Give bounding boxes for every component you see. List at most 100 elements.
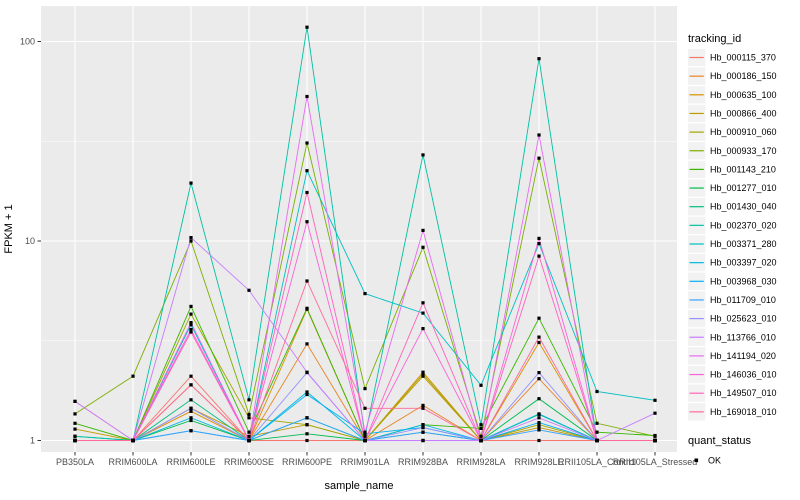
legend-title-tracking-id: tracking_id xyxy=(688,33,741,45)
data-point xyxy=(189,181,193,185)
legend-item-label: Hb_000186_150 xyxy=(710,71,777,81)
data-point xyxy=(363,434,367,438)
data-point xyxy=(305,141,309,145)
legend-item: Hb_011709_010 xyxy=(688,291,776,309)
data-point xyxy=(421,426,425,430)
data-point xyxy=(189,374,193,378)
legend-item-label: Hb_001277_010 xyxy=(710,183,777,193)
data-point xyxy=(73,399,77,403)
plot-panel xyxy=(41,6,677,452)
data-point xyxy=(537,254,541,258)
data-point xyxy=(537,242,541,246)
data-point xyxy=(479,383,483,387)
data-point xyxy=(421,301,425,305)
data-point xyxy=(247,416,251,420)
data-point xyxy=(421,153,425,157)
data-point xyxy=(595,389,599,394)
data-point xyxy=(537,412,541,416)
legend-item-label: Hb_001143_210 xyxy=(710,164,776,174)
data-point xyxy=(305,432,309,436)
data-point xyxy=(363,292,367,296)
legend-title-quant-status: quant_status xyxy=(688,435,751,447)
legend-item: Hb_002370_020 xyxy=(688,216,777,234)
data-point xyxy=(73,438,77,443)
data-point xyxy=(305,306,309,310)
legend-item-label: Hb_001430_040 xyxy=(710,202,777,212)
legend-item: Hb_025623_010 xyxy=(688,309,777,328)
data-point xyxy=(537,421,541,425)
y-axis-title: FPKM + 1 xyxy=(3,204,15,253)
legend-label-ok: OK xyxy=(708,456,721,466)
x-axis-title: sample_name xyxy=(324,480,393,492)
data-point xyxy=(247,412,251,417)
data-point xyxy=(653,438,657,443)
legend-item: Hb_003968_030 xyxy=(688,272,777,290)
data-point xyxy=(421,423,425,427)
data-point xyxy=(73,421,77,425)
legend-item: Hb_146036_010 xyxy=(688,365,777,384)
data-point xyxy=(189,429,193,433)
legend-item-label: Hb_000866_400 xyxy=(710,108,777,118)
legend-item-label: Hb_000635_100 xyxy=(710,90,777,100)
data-point xyxy=(421,430,425,434)
legend-item: Hb_000186_150 xyxy=(688,67,777,85)
legend-item: Hb_169018_010 xyxy=(688,403,777,421)
legend-item: Hb_149507_010 xyxy=(688,384,777,402)
data-point xyxy=(537,156,541,160)
axes: 1 10 100 PB350LA RRIM600LA RRIM600LE RRIM600SE… xyxy=(20,37,697,468)
data-point xyxy=(305,279,309,283)
legend-item-label: Hb_000115_370 xyxy=(710,53,776,63)
data-point xyxy=(537,316,541,320)
data-point xyxy=(421,245,425,249)
data-point xyxy=(73,434,77,438)
data-point xyxy=(363,438,367,443)
data-point xyxy=(479,426,483,430)
data-points xyxy=(73,25,657,443)
data-point xyxy=(189,239,193,243)
data-point xyxy=(537,340,541,345)
data-point xyxy=(305,438,309,443)
data-point xyxy=(537,236,541,240)
legend-item-label: Hb_149507_010 xyxy=(710,388,777,398)
data-point xyxy=(305,342,309,346)
data-point xyxy=(537,57,541,61)
panel-background xyxy=(41,6,677,452)
data-point xyxy=(595,430,599,434)
data-point xyxy=(537,423,541,427)
data-point xyxy=(363,387,367,391)
data-point xyxy=(131,374,135,378)
ok-point-marker xyxy=(694,458,699,463)
data-point xyxy=(421,327,425,331)
data-point xyxy=(479,423,483,427)
data-point xyxy=(305,190,309,195)
data-point xyxy=(421,438,425,443)
data-point xyxy=(189,323,193,327)
data-point xyxy=(421,228,425,232)
data-point xyxy=(189,406,193,410)
x-tick-label: RRIM928LA xyxy=(456,457,505,467)
data-point xyxy=(537,426,541,430)
data-point xyxy=(421,311,425,315)
data-point xyxy=(305,390,309,394)
data-point xyxy=(189,236,193,240)
data-point xyxy=(247,430,251,434)
data-point xyxy=(305,423,309,427)
data-point xyxy=(189,398,193,402)
legend-item-label: Hb_025623_010 xyxy=(710,314,777,324)
data-point xyxy=(537,438,541,443)
x-tick-label: RRIM600PE xyxy=(282,457,332,467)
data-point xyxy=(73,412,77,416)
data-point xyxy=(363,430,367,434)
legend-item-label: Hb_169018_010 xyxy=(710,407,777,417)
data-point xyxy=(653,398,657,402)
data-point xyxy=(305,94,309,99)
legend-item-label: Hb_003397_020 xyxy=(710,258,777,268)
x-tick-label: RRIM928LE xyxy=(514,457,563,467)
legend-item: Hb_141194_020 xyxy=(688,347,776,365)
data-point xyxy=(247,398,251,402)
legend-item: Hb_003371_280 xyxy=(688,235,777,253)
data-point xyxy=(537,377,541,381)
legend-item: Hb_001277_010 xyxy=(688,179,777,197)
data-point xyxy=(189,330,193,334)
